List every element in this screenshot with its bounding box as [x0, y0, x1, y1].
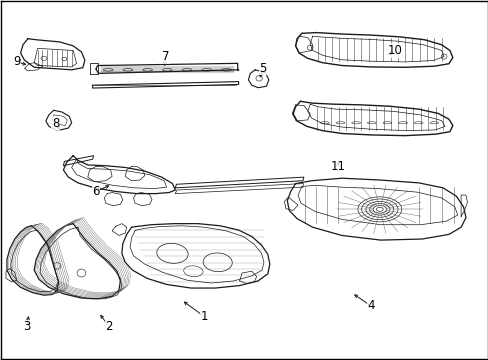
Text: 3: 3 [22, 320, 30, 333]
Text: 7: 7 [162, 50, 169, 63]
Text: 9: 9 [13, 55, 20, 68]
Text: 6: 6 [92, 185, 100, 198]
Text: 4: 4 [366, 300, 374, 312]
Text: 10: 10 [387, 44, 402, 57]
Text: 1: 1 [201, 310, 208, 323]
Text: 5: 5 [259, 62, 266, 75]
Text: 2: 2 [105, 320, 113, 333]
Text: 8: 8 [52, 117, 59, 130]
Text: 11: 11 [330, 160, 345, 173]
